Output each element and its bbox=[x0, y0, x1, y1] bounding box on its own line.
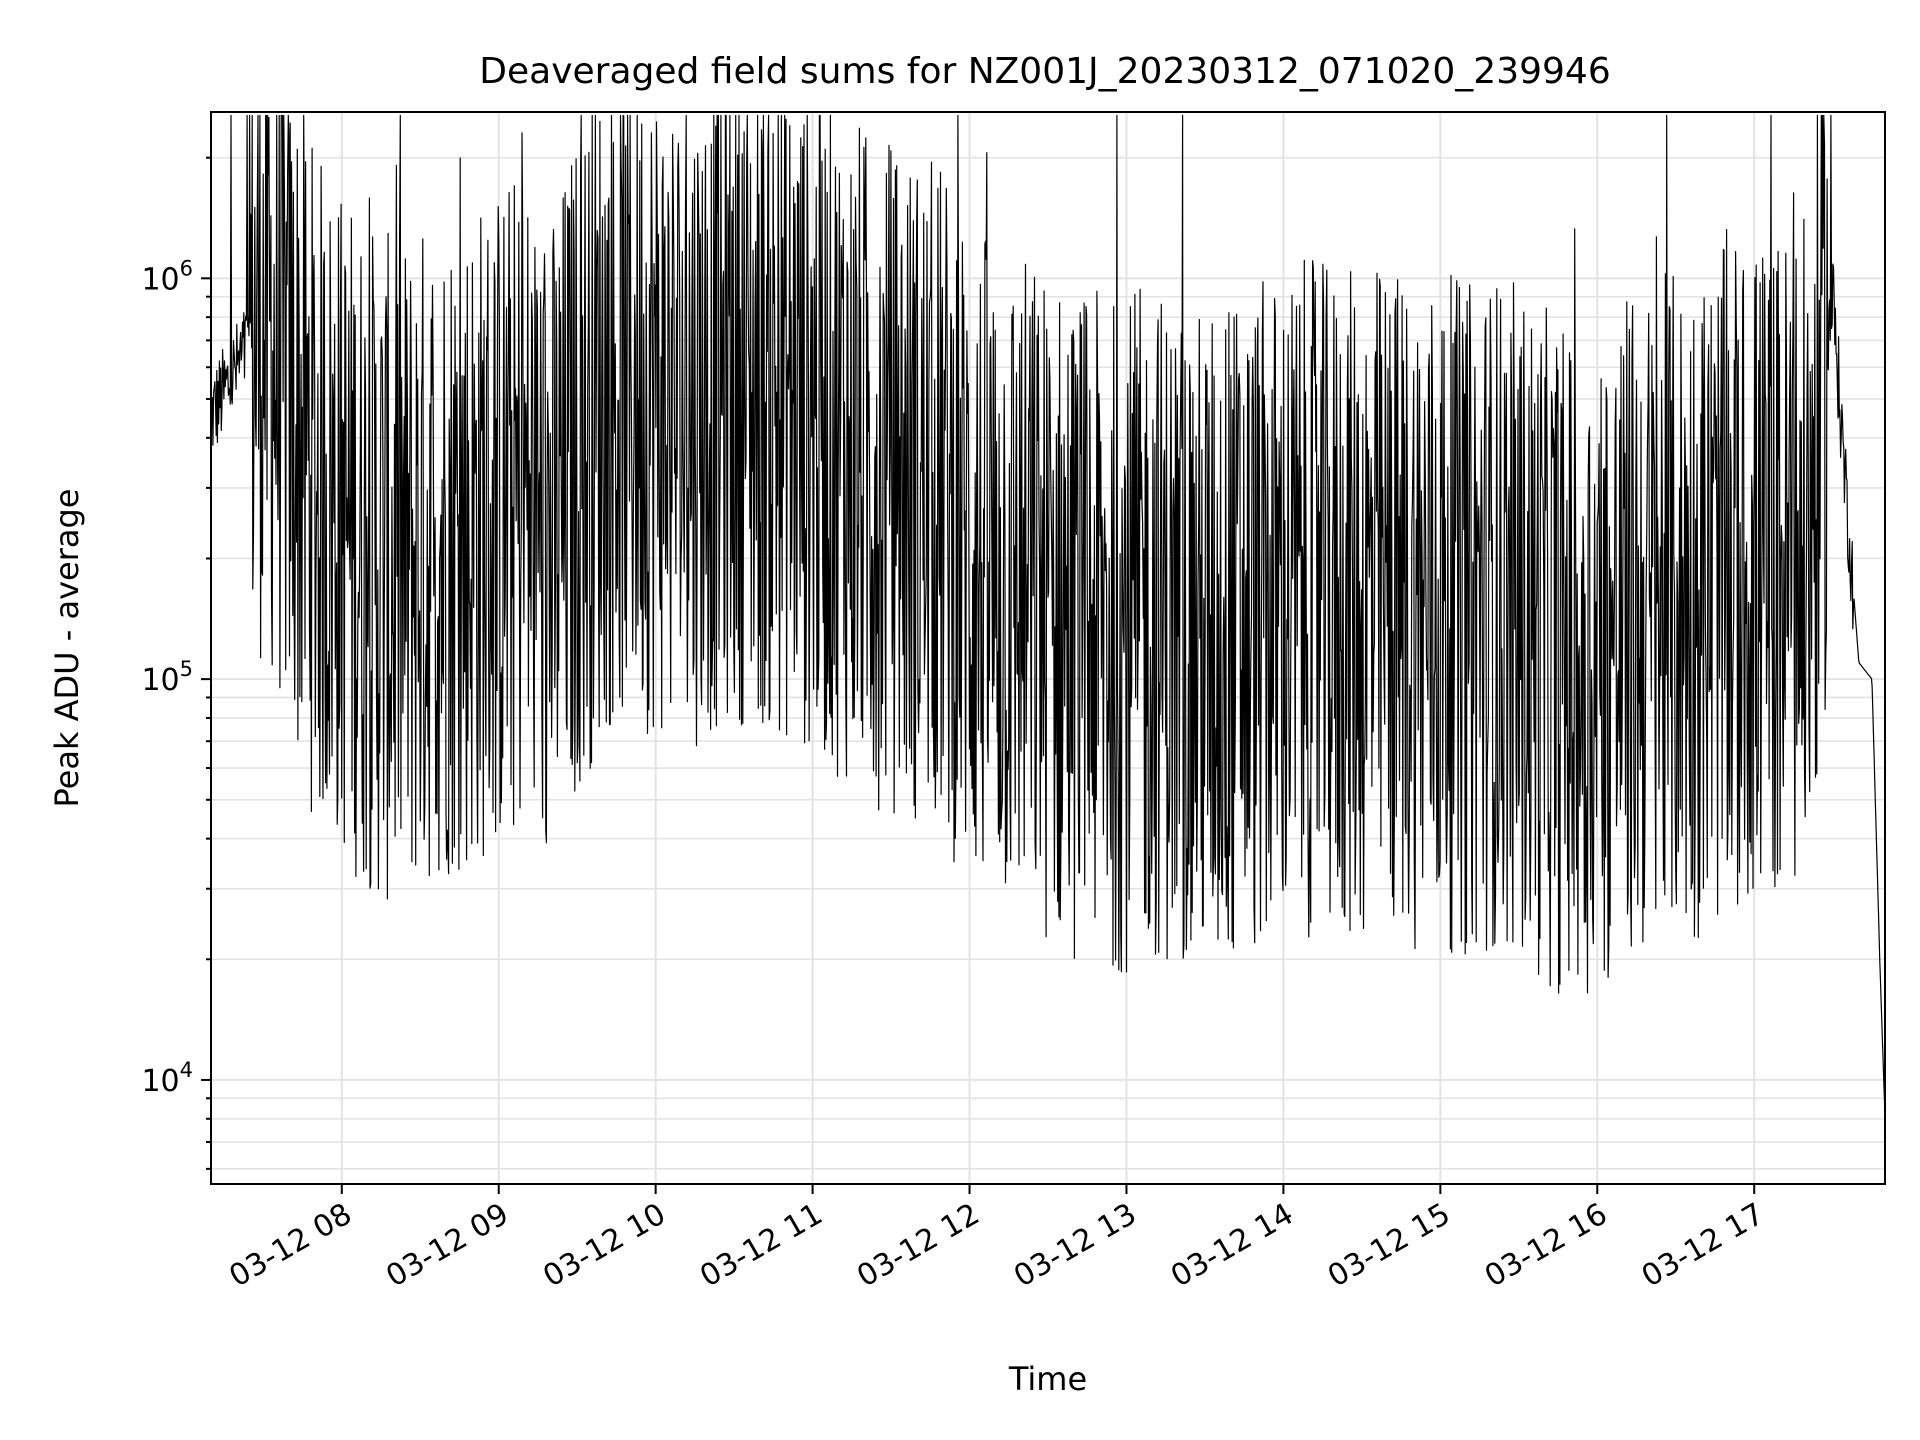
y-axis-label: Peak ADU - average bbox=[48, 489, 86, 808]
plot-area bbox=[210, 114, 1886, 1119]
x-axis-label: Time bbox=[1008, 1360, 1087, 1398]
y-tick-label: 105 bbox=[141, 657, 193, 698]
y-tick-label: 106 bbox=[141, 256, 193, 297]
y-axis: 104 105 106 bbox=[141, 156, 211, 1170]
plot-frame bbox=[210, 111, 1886, 1185]
chart-title: Deaveraged field sums for NZ001J_2023031… bbox=[479, 51, 1610, 92]
y-tick-label: 104 bbox=[141, 1058, 193, 1099]
series-line bbox=[210, 114, 1886, 1119]
